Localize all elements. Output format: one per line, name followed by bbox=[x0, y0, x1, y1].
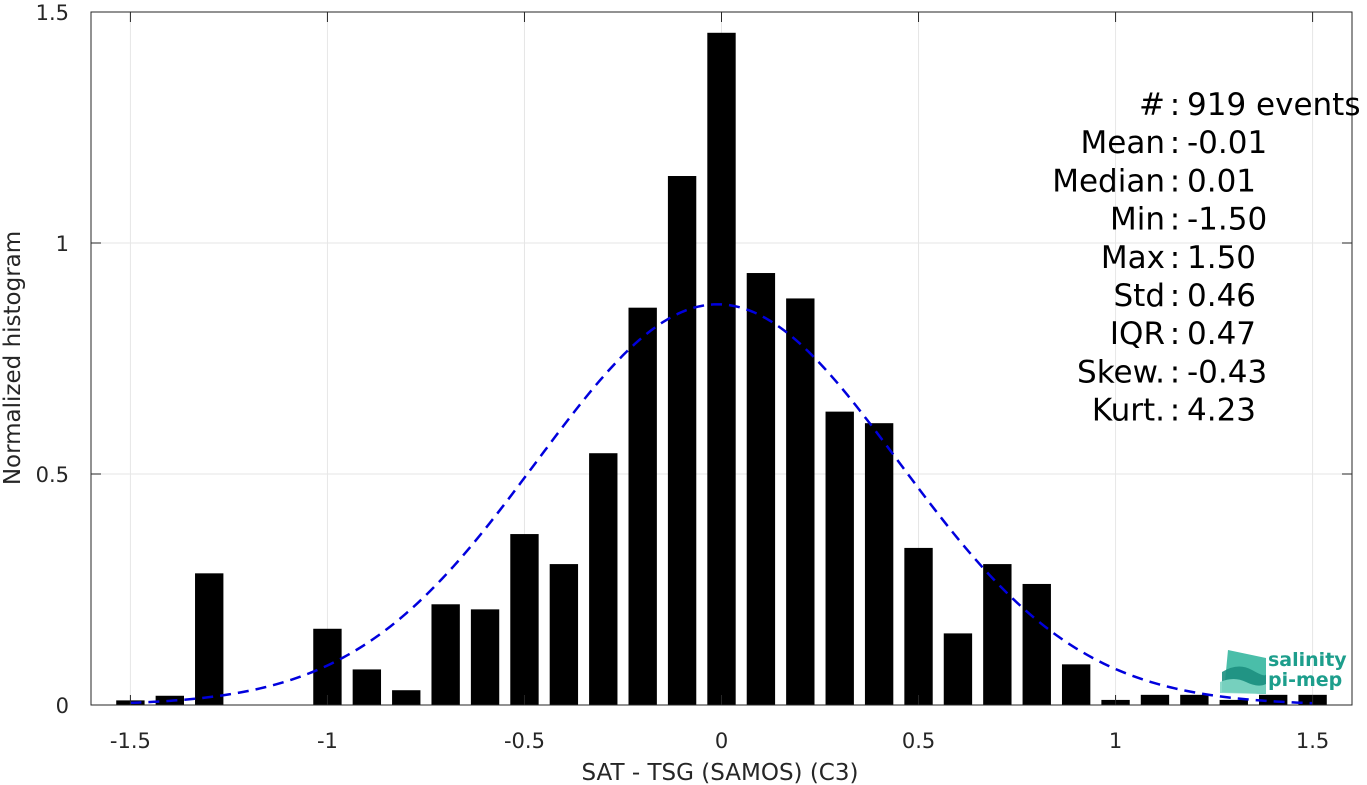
stats-value: 0.01 bbox=[1187, 163, 1256, 199]
histogram-bar bbox=[1022, 583, 1051, 705]
axis-ticks bbox=[91, 11, 1352, 706]
stats-label: Mean bbox=[1081, 125, 1165, 161]
histogram-bar bbox=[628, 307, 657, 705]
stats-label: Kurt. bbox=[1092, 393, 1165, 429]
stats-value: -0.01 bbox=[1187, 125, 1267, 161]
x-tick-label: 0.5 bbox=[902, 729, 935, 753]
histogram-bar bbox=[510, 534, 539, 705]
histogram-bar bbox=[943, 633, 973, 705]
stats-colon: : bbox=[1170, 125, 1180, 161]
y-tick-label: 0.5 bbox=[36, 463, 69, 487]
stats-colon: : bbox=[1170, 393, 1180, 429]
stats-label: Skew. bbox=[1077, 354, 1165, 390]
normal-fit-curve bbox=[130, 303, 1313, 705]
logo-line2: pi-mep bbox=[1268, 669, 1342, 691]
salinity-pi-mep-logo: salinity pi-mep bbox=[1220, 649, 1347, 694]
histogram-bar bbox=[352, 669, 382, 705]
x-axis-title: SAT - TSG (SAMOS) (C3) bbox=[582, 760, 859, 785]
stats-label: # bbox=[1139, 87, 1165, 123]
y-axis-title: Normalized histogram bbox=[0, 231, 26, 485]
histogram-bars bbox=[116, 32, 1327, 706]
stats-value: 1.50 bbox=[1187, 240, 1256, 276]
stats-value: 919 events bbox=[1187, 87, 1360, 123]
histogram-bar bbox=[904, 547, 933, 705]
x-tick-label: 1 bbox=[1109, 729, 1122, 753]
stats-label: Min bbox=[1110, 202, 1165, 238]
histogram-bar bbox=[983, 564, 1012, 705]
histogram-bar bbox=[667, 176, 697, 705]
histogram-bar bbox=[746, 273, 776, 705]
histogram-bar bbox=[1219, 699, 1248, 705]
stats-label: Median bbox=[1052, 163, 1165, 199]
stats-value: 0.46 bbox=[1187, 278, 1256, 314]
histogram-bar bbox=[825, 411, 854, 705]
histogram-bar bbox=[1140, 694, 1170, 705]
stats-value: 0.47 bbox=[1187, 316, 1256, 352]
stats-colon: : bbox=[1170, 278, 1180, 314]
stats-colon: : bbox=[1170, 202, 1180, 238]
y-tick-label: 1.5 bbox=[36, 1, 69, 25]
stats-value: -0.43 bbox=[1187, 354, 1267, 390]
x-tick-label: 1.5 bbox=[1296, 729, 1329, 753]
stats-label: IQR bbox=[1110, 316, 1165, 352]
stats-colon: : bbox=[1170, 354, 1180, 390]
histogram-bar bbox=[195, 573, 224, 705]
stats-value: 4.23 bbox=[1187, 393, 1256, 429]
stats-value: -1.50 bbox=[1187, 202, 1267, 238]
logo-line1: salinity bbox=[1268, 649, 1347, 671]
stats-colon: : bbox=[1170, 163, 1180, 199]
y-tick-label: 1 bbox=[56, 232, 69, 256]
stats-colon: : bbox=[1170, 240, 1180, 276]
x-tick-label: -1.5 bbox=[110, 729, 151, 753]
histogram-bar bbox=[707, 32, 736, 706]
stats-label: Std bbox=[1113, 278, 1165, 314]
x-tick-labels: -1.5 -1 -0.5 0 0.5 1 1.5 bbox=[110, 729, 1329, 753]
histogram-bar bbox=[1180, 694, 1209, 705]
histogram-bar bbox=[1061, 664, 1091, 705]
x-tick-label: -0.5 bbox=[504, 729, 545, 753]
histogram-bar bbox=[470, 609, 500, 705]
histogram-bar bbox=[1259, 694, 1288, 705]
histogram-bar bbox=[589, 453, 618, 705]
stats-colon: : bbox=[1170, 316, 1180, 352]
histogram-bar bbox=[549, 564, 579, 705]
histogram-bar bbox=[431, 604, 460, 705]
y-tick-labels: 0 0.5 1 1.5 bbox=[36, 1, 69, 718]
histogram-bar bbox=[864, 423, 894, 705]
x-tick-label: 0 bbox=[715, 729, 728, 753]
stats-label: Max bbox=[1101, 240, 1165, 276]
histogram-bar bbox=[786, 298, 815, 705]
stats-colon: : bbox=[1170, 87, 1180, 123]
x-tick-label: -1 bbox=[317, 729, 338, 753]
histogram-bar bbox=[392, 690, 421, 705]
histogram-bar bbox=[313, 628, 342, 705]
y-tick-label: 0 bbox=[56, 694, 69, 718]
